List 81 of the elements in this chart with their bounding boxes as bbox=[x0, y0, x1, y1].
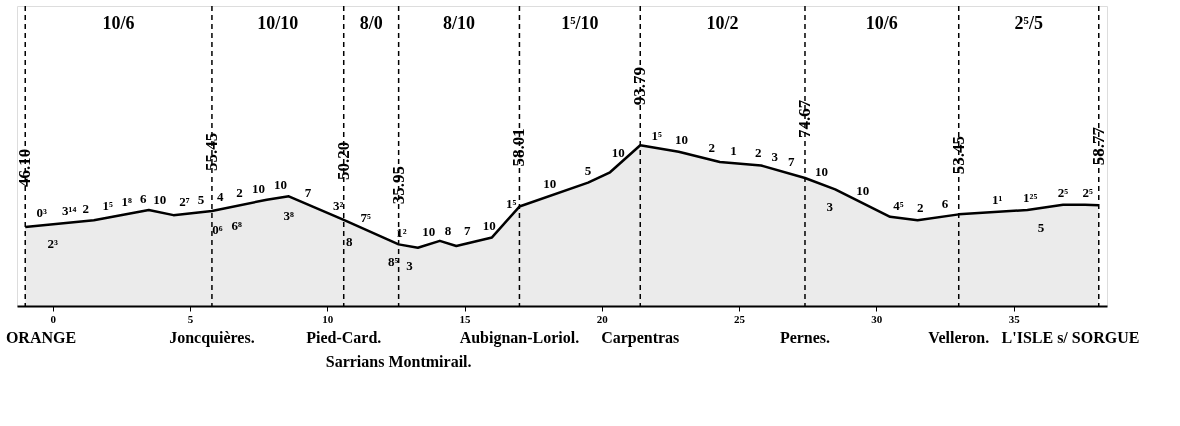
annotation: 7 bbox=[788, 154, 796, 169]
text: Carpentras bbox=[601, 329, 680, 347]
annotation: 0³ bbox=[36, 205, 48, 221]
data-label: 74.67 bbox=[794, 99, 814, 138]
annotation: 10 bbox=[543, 175, 557, 191]
annotation: 1 bbox=[730, 143, 737, 159]
annotation: 3 bbox=[771, 149, 779, 165]
annotation: 8 bbox=[444, 223, 452, 239]
annotation: 3 bbox=[406, 258, 414, 274]
data-label: 50.20 bbox=[333, 141, 353, 180]
annotation: 1¹ bbox=[991, 191, 1003, 207]
annotation: 5 bbox=[197, 192, 205, 208]
text: Pernes. bbox=[779, 329, 831, 346]
annotation: 10 bbox=[856, 183, 870, 199]
annotation: 2 bbox=[236, 185, 243, 201]
annotation: 10 bbox=[422, 224, 436, 240]
text: Pied-Card. bbox=[306, 329, 382, 346]
annotation: 2 bbox=[917, 199, 924, 215]
annotation: 6⁸ bbox=[231, 217, 242, 233]
annotation: 1⁵ bbox=[506, 195, 517, 211]
annotation: 10 bbox=[252, 181, 266, 197]
annotation: 3¹⁴ bbox=[62, 202, 77, 218]
text: Joncquières. bbox=[169, 329, 255, 347]
text: L'ISLE s/ SORGUE bbox=[1001, 329, 1140, 346]
annotation: 8/10 bbox=[443, 13, 476, 33]
annotation: 1² bbox=[396, 224, 407, 240]
annotation: 10 bbox=[274, 177, 288, 193]
data-label: 58.01 bbox=[509, 128, 529, 167]
annotation: 2 bbox=[755, 145, 762, 161]
annotation: 4⁵ bbox=[893, 197, 904, 213]
annotation: 1⁵/10 bbox=[561, 13, 599, 33]
annotation: 4 bbox=[216, 189, 224, 205]
x-tick-label: 10 bbox=[322, 312, 334, 325]
x-tick-label: 20 bbox=[596, 312, 609, 325]
annotation: 2⁵ bbox=[1082, 184, 1094, 200]
annotation: 5 bbox=[584, 162, 592, 178]
annotation: 2 bbox=[82, 201, 89, 217]
annotation: 2⁵/5 bbox=[1014, 13, 1043, 33]
annotation: 3² bbox=[333, 197, 344, 213]
text: Sarrians Montmirail. bbox=[325, 353, 472, 370]
text: Aubignan-Loriol. bbox=[459, 329, 580, 347]
annotation: 1²⁵ bbox=[1022, 189, 1038, 205]
text: Velleron. bbox=[928, 329, 990, 346]
x-tick-label: 30 bbox=[871, 312, 883, 325]
x-tick-label: 25 bbox=[734, 312, 746, 325]
annotation: 2 bbox=[708, 139, 715, 155]
text: ORANGE bbox=[5, 329, 77, 346]
annotation: 2⁷ bbox=[179, 193, 190, 209]
annotation: 1⁵ bbox=[102, 197, 113, 213]
annotation: 10 bbox=[611, 144, 625, 160]
annotation: 6 bbox=[941, 196, 949, 212]
annotation: 10 bbox=[482, 218, 496, 234]
annotation: 10/10 bbox=[257, 13, 299, 33]
annotation: 5 bbox=[1037, 220, 1045, 236]
annotation: 3⁸ bbox=[283, 208, 295, 224]
data-label: 53.45 bbox=[948, 136, 968, 175]
annotation: 7 bbox=[464, 223, 472, 239]
annotation: 10/2 bbox=[706, 13, 739, 33]
annotation: 0⁶ bbox=[212, 221, 223, 237]
annotation: 2⁵ bbox=[1057, 184, 1069, 200]
data-label: 58.77 bbox=[1088, 126, 1108, 166]
annotation: 10 bbox=[814, 164, 828, 180]
x-tick-label: 5 bbox=[187, 312, 194, 325]
annotation: 8⁵ bbox=[387, 253, 399, 269]
annotation: 10/6 bbox=[102, 13, 135, 33]
annotation: 1⁸ bbox=[121, 194, 133, 210]
annotation: 7⁵ bbox=[360, 209, 371, 225]
annotation: 7 bbox=[304, 184, 312, 200]
annotation: 8 bbox=[345, 234, 353, 250]
annotation: 6 bbox=[140, 191, 148, 207]
annotation: 10 bbox=[674, 132, 688, 148]
annotation: 1⁵ bbox=[651, 127, 663, 143]
annotation: 10 bbox=[153, 192, 167, 208]
x-tick-label: 15 bbox=[459, 312, 472, 325]
data-label: 55.45 bbox=[201, 132, 221, 171]
x-tick-label: 35 bbox=[1008, 312, 1021, 325]
annotation: 8/0 bbox=[359, 13, 383, 33]
annotation: 2³ bbox=[47, 236, 58, 252]
annotation: 3 bbox=[826, 199, 834, 215]
annotation: 10/6 bbox=[865, 13, 898, 33]
x-tick-label: 0 bbox=[50, 312, 57, 325]
